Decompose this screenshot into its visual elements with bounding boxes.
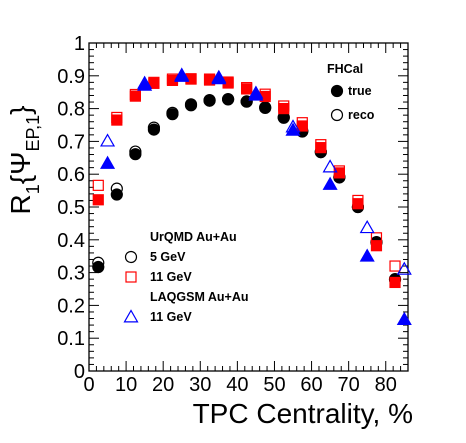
- legend-marker: [123, 309, 139, 323]
- y-tick-label: 0.7: [57, 131, 85, 153]
- data-point: [278, 102, 290, 115]
- y-tick-label: 0.8: [57, 99, 85, 121]
- y-tick-label: 0.9: [57, 66, 85, 88]
- data-point: [359, 248, 375, 262]
- data-point: [389, 276, 401, 289]
- data-point: [110, 182, 123, 195]
- y-tick-label: 0.3: [57, 263, 85, 285]
- data-point: [129, 145, 142, 158]
- legend-group-title: LAQGSM Au+Au: [150, 290, 249, 304]
- x-tick-label: 80: [375, 374, 397, 396]
- data-point: [184, 99, 198, 112]
- data-point: [137, 77, 153, 91]
- y-axis-title-psi: {Ψ: [5, 152, 36, 185]
- data-point: [315, 139, 327, 151]
- data-point: [248, 85, 264, 99]
- data-point: [203, 93, 216, 107]
- data-point: [396, 261, 412, 275]
- data-point: [92, 194, 104, 206]
- data-point: [137, 75, 153, 89]
- data-point: [315, 142, 327, 154]
- y-tick-label: 0.6: [57, 164, 85, 186]
- y-axis-title: R1{ΨEP,1}: [5, 105, 43, 214]
- y-tick-label: 0: [74, 361, 85, 383]
- data-point: [352, 198, 364, 210]
- legend-left-label: 11 GeV: [150, 270, 192, 284]
- legend-right-label: reco: [348, 108, 375, 122]
- data-point: [248, 87, 264, 101]
- x-tick-label: 60: [300, 374, 322, 396]
- data-point: [92, 179, 104, 191]
- data-point: [322, 159, 338, 173]
- legend-right-label: true: [348, 84, 372, 98]
- data-point: [396, 311, 412, 325]
- data-point: [352, 194, 364, 207]
- series-open-triangle: [100, 67, 412, 275]
- data-point: [359, 219, 375, 234]
- data-marks: [92, 67, 412, 325]
- y-tick-label: 0.2: [57, 295, 85, 317]
- data-point: [389, 260, 401, 272]
- legend-marker: [125, 271, 137, 283]
- data-point: [211, 71, 227, 85]
- x-tick-label: 50: [263, 374, 285, 396]
- data-point: [92, 256, 105, 269]
- x-tick-label: 70: [338, 374, 360, 396]
- data-point: [129, 148, 142, 161]
- data-point: [333, 165, 345, 177]
- legend-left-label: 5 GeV: [150, 250, 186, 264]
- data-point: [285, 119, 301, 133]
- data-point: [166, 106, 179, 119]
- x-tick-label: 20: [152, 374, 174, 396]
- y-axis-title-psi-sub: EP,1: [23, 115, 43, 152]
- data-point: [100, 155, 116, 169]
- data-point: [370, 232, 383, 244]
- y-axis-title-sub: 1: [23, 184, 43, 194]
- data-point: [92, 260, 105, 274]
- y-axis-title-main: R: [5, 194, 36, 214]
- x-tick-label: 30: [189, 374, 211, 396]
- legend: FHCal true reco UrQMD Au+Au 5 GeV 11 GeV LAQGS…: [123, 62, 375, 324]
- y-tick-label: 0.4: [57, 230, 85, 252]
- x-tick-label: 0: [83, 374, 94, 396]
- data-point: [111, 111, 123, 124]
- svg-text:R1{ΨEP,1}: R1{ΨEP,1}: [5, 105, 43, 214]
- data-point: [111, 114, 123, 126]
- legend-marker: [124, 250, 138, 264]
- x-tick-label: 10: [115, 374, 137, 396]
- legend-left-label: 11 GeV: [150, 310, 192, 324]
- data-point: [322, 176, 338, 190]
- axes: 0 10 20 30 40 50 60 70 80 0 0.1 0.2 0.3 0.4 0.5 0.6 0.7 0…: [57, 33, 409, 396]
- data-point: [296, 117, 308, 129]
- x-axis-title: TPC Centrality, %: [193, 398, 413, 429]
- y-tick-label: 0.5: [57, 197, 85, 219]
- y-tick-label: 0.1: [57, 328, 85, 350]
- x-tick-label: 40: [226, 374, 248, 396]
- data-point: [174, 68, 190, 82]
- data-point: [129, 88, 141, 101]
- data-point: [211, 69, 227, 83]
- legend-group-title: UrQMD Au+Au: [150, 230, 237, 244]
- data-point: [278, 100, 290, 112]
- y-tick-label: 1: [74, 33, 85, 55]
- data-point: [147, 121, 161, 134]
- legend-marker: [330, 108, 344, 122]
- data-point: [184, 98, 198, 111]
- data-point: [240, 95, 253, 108]
- data-point: [174, 67, 190, 81]
- y-axis-title-close: }: [5, 105, 36, 114]
- legend-marker: [330, 84, 344, 98]
- data-point: [370, 240, 383, 252]
- data-point: [148, 76, 160, 88]
- data-point: [241, 82, 253, 94]
- data-point: [100, 133, 116, 147]
- legend-right-title: FHCal: [327, 62, 363, 76]
- data-point: [221, 92, 235, 106]
